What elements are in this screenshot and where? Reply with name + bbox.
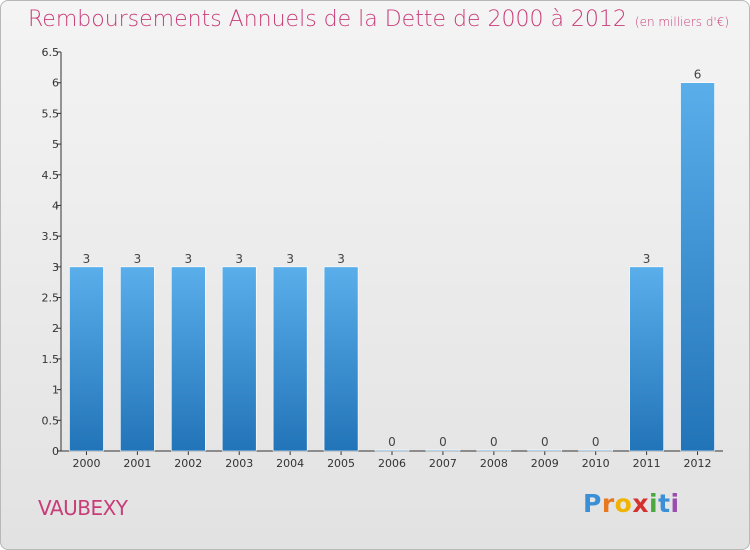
y-tick-label: 1.5 (42, 353, 60, 366)
bar (680, 82, 715, 452)
bar (425, 449, 461, 452)
y-tick-label: 0 (52, 445, 59, 458)
y-tick-label: 2.5 (42, 292, 60, 305)
logo-letter: i (649, 489, 659, 518)
y-tick-label: 3.5 (42, 230, 60, 243)
y-tick-label: 5 (52, 138, 59, 151)
proxiti-logo[interactable]: Proxiti (583, 489, 680, 518)
bar (323, 266, 359, 452)
data-label: 3 (134, 252, 142, 266)
x-tick-label: 2000 (72, 457, 100, 470)
x-tick-label: 2012 (684, 457, 712, 470)
town-name: VAUBEXY (38, 496, 128, 520)
data-label: 3 (235, 252, 243, 266)
y-tick-label: 3 (52, 261, 59, 274)
bar (221, 266, 257, 452)
y-tick-label: 6 (52, 77, 59, 90)
data-label: 0 (439, 435, 447, 449)
logo-letter: i (670, 489, 680, 518)
logo-letter: x (632, 489, 649, 518)
x-tick-label: 2011 (633, 457, 661, 470)
bar (629, 266, 664, 452)
bar (374, 449, 410, 452)
x-tick-label: 2004 (276, 457, 304, 470)
y-tick-label: 2 (52, 322, 59, 335)
logo-letter: o (614, 489, 633, 518)
x-tick-label: 2005 (327, 457, 355, 470)
y-tick-label: 4.5 (42, 169, 60, 182)
data-label: 6 (694, 68, 702, 82)
logo-letter: P (583, 489, 602, 518)
bar (476, 449, 512, 452)
bar (120, 266, 155, 452)
chart-title: Remboursements Annuels de la Dette de 20… (28, 7, 729, 32)
x-tick-label: 2010 (582, 457, 610, 470)
y-tick-label: 5.5 (42, 107, 60, 120)
bar (171, 266, 206, 452)
data-label: 0 (541, 435, 549, 449)
data-label: 3 (643, 252, 651, 266)
x-tick-label: 2007 (429, 457, 457, 470)
y-tick-label: 0.5 (42, 414, 60, 427)
data-label: 3 (184, 252, 192, 266)
y-tick-label: 6.5 (42, 46, 60, 59)
x-tick-label: 2002 (174, 457, 202, 470)
bar (527, 449, 563, 452)
x-tick-label: 2006 (378, 457, 406, 470)
data-label: 0 (490, 435, 498, 449)
x-tick-label: 2001 (123, 457, 151, 470)
chart-title-text: Remboursements Annuels de la Dette de 20… (28, 7, 627, 32)
x-tick-label: 2009 (531, 457, 559, 470)
y-tick-label: 4 (52, 199, 59, 212)
data-label: 0 (388, 435, 396, 449)
bar (69, 266, 104, 452)
data-label: 3 (337, 252, 345, 266)
data-label: 0 (592, 435, 600, 449)
x-tick-label: 2003 (225, 457, 253, 470)
x-tick-label: 2008 (480, 457, 508, 470)
bar (272, 266, 308, 452)
data-label: 3 (83, 252, 91, 266)
bar (578, 449, 613, 452)
y-tick-label: 1 (52, 384, 59, 397)
logo-letter: t (658, 489, 671, 518)
data-label: 3 (286, 252, 294, 266)
chart-unit: (en milliers d'€) (634, 15, 730, 29)
logo-letter: r (601, 489, 615, 518)
